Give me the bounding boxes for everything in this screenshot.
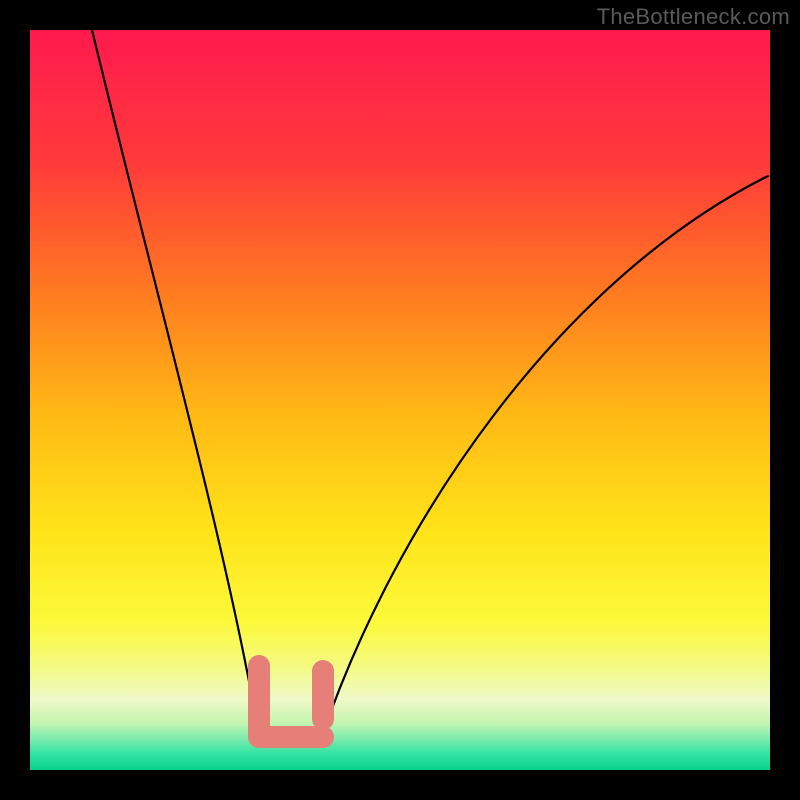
bottleneck-chart <box>0 0 800 800</box>
plot-area <box>30 30 770 770</box>
highlight-bottom <box>248 726 334 748</box>
chart-stage: TheBottleneck.com <box>0 0 800 800</box>
highlight-right <box>312 660 334 730</box>
